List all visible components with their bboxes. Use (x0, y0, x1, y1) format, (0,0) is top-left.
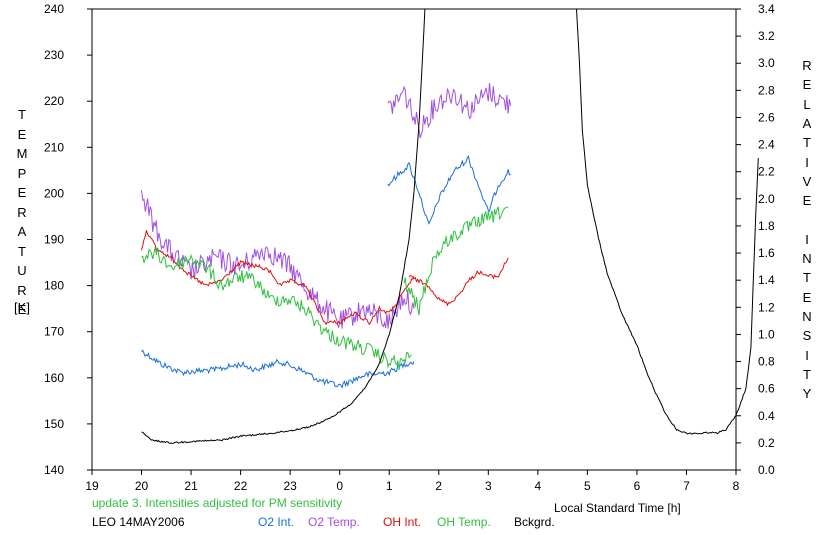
x-tick-label: 3 (485, 479, 492, 493)
x-tick-label: 23 (283, 479, 297, 493)
x-tick-label: 19 (85, 479, 99, 493)
y-left-tick-label: 140 (44, 463, 64, 477)
x-tick-label: 6 (634, 479, 641, 493)
y-left-tick-label: 170 (44, 325, 64, 339)
axis-label-letter: R (802, 58, 812, 73)
y-right-tick-label: 2.0 (758, 192, 775, 206)
series-line-o2-int-morning (387, 155, 511, 225)
y-right-tick-label: 1.0 (758, 327, 775, 341)
series-line-o2-temp-morning (387, 82, 512, 139)
footer-note: update 3. Intensities adjusted for PM se… (92, 496, 342, 510)
y-right-tick-label: 1.4 (758, 273, 775, 287)
series-line-oh-temp-morning (403, 206, 509, 316)
y-right-tick-label: 3.2 (758, 29, 775, 43)
y-left-tick-label: 180 (44, 279, 64, 293)
x-tick-label: 7 (683, 479, 690, 493)
axis-label-letter: E (802, 193, 812, 209)
series-line-o2-int-evening (141, 349, 415, 389)
y-right-tick-label: 0.2 (758, 436, 775, 450)
series-line-oh-int-evening (141, 230, 415, 326)
y-left-tick-label: 240 (44, 2, 64, 16)
plot-frame (91, 8, 737, 471)
axis-label-letter: A (802, 115, 812, 131)
axis-label-letter: I (805, 231, 809, 247)
y-right-tick-label: 2.4 (758, 138, 775, 152)
x-tick-label: 1 (386, 479, 393, 493)
axis-label-letter: A (17, 224, 27, 239)
x-tick-label: 4 (535, 479, 542, 493)
axis-label-letter: E (802, 289, 812, 305)
y-right-tick-label: 2.6 (758, 110, 775, 124)
axis-label-letter: R (17, 204, 27, 220)
axis-label-letter: E (17, 302, 27, 317)
y-left-tick-label: 160 (44, 371, 64, 385)
axis-label-letter: R (17, 282, 27, 298)
y-right-tick-label: 1.8 (758, 219, 775, 233)
x-tick-label: 21 (184, 479, 198, 493)
axis-label-letter: P (17, 165, 27, 181)
station-date: LEO 14MAY2006 (92, 515, 185, 529)
axis-label-letter: E (17, 126, 27, 142)
y-left-tick-label: 210 (44, 140, 64, 154)
y-right-tick-label: 2.8 (758, 83, 775, 97)
axis-label-letter: N (802, 308, 812, 324)
axis-label-letter: T (803, 135, 811, 151)
y-left-tick-label: 230 (44, 48, 64, 62)
axis-label-letter: L (803, 96, 811, 112)
series-line-bckgrd-morning (576, 8, 759, 435)
x-tick-label: 20 (135, 479, 149, 493)
y-right-tick-label: 1.6 (758, 246, 775, 260)
axis-label-letter: T (803, 270, 811, 286)
y-right-tick-label: 1.2 (758, 300, 775, 314)
y-left-axis-unit: [K] (14, 300, 30, 315)
axis-label-letter: T (18, 107, 26, 122)
x-axis-label: Local Standard Time [h] (554, 501, 681, 515)
axis-label-letter: S (802, 328, 812, 344)
x-tick-label: 8 (733, 479, 740, 493)
axis-label-letter: E (17, 185, 27, 200)
series-line-bckgrd-evening (141, 8, 426, 444)
axis-label-letter: T (803, 366, 811, 382)
x-tick-label: 0 (336, 479, 343, 493)
y-right-tick-label: 2.2 (758, 165, 775, 179)
series-line-oh-temp-evening (141, 247, 412, 370)
axis-label-letter: V (802, 173, 812, 189)
y-right-tick-label: 0.6 (758, 382, 775, 396)
x-tick-label: 5 (584, 479, 591, 493)
legend-entry: O2 Temp. (308, 515, 360, 529)
axis-label-letter: E (802, 77, 812, 93)
y-right-tick-label: 0.8 (758, 355, 775, 369)
legend-entry: Bckgrd. (514, 515, 555, 529)
axis-label-letter: N (802, 251, 812, 266)
x-tick-label: 2 (435, 479, 442, 493)
y-left-tick-label: 200 (44, 186, 64, 200)
axis-label-letter: Y (802, 386, 812, 402)
y-right-tick-label: 3.0 (758, 56, 775, 70)
y-right-tick-label: 0.0 (758, 463, 775, 477)
x-tick-label: 22 (234, 479, 248, 493)
legend-entry: OH Int. (383, 515, 421, 529)
axis-label-letter: U (17, 263, 27, 278)
axis-label-letter: T (18, 243, 26, 259)
y-left-tick-label: 190 (44, 233, 64, 247)
legend-entry: O2 Int. (258, 515, 294, 529)
y-left-tick-label: 220 (44, 94, 64, 108)
y-right-tick-label: 3.4 (758, 2, 775, 16)
legend-entry: OH Temp. (437, 515, 491, 529)
y-left-tick-label: 150 (44, 417, 64, 431)
axis-label-letter: I (805, 347, 809, 363)
axis-label-letter: M (16, 146, 28, 161)
axis-label-letter: I (805, 154, 809, 170)
y-right-tick-label: 0.4 (758, 409, 775, 423)
series-line-oh-int-morning (408, 257, 509, 307)
